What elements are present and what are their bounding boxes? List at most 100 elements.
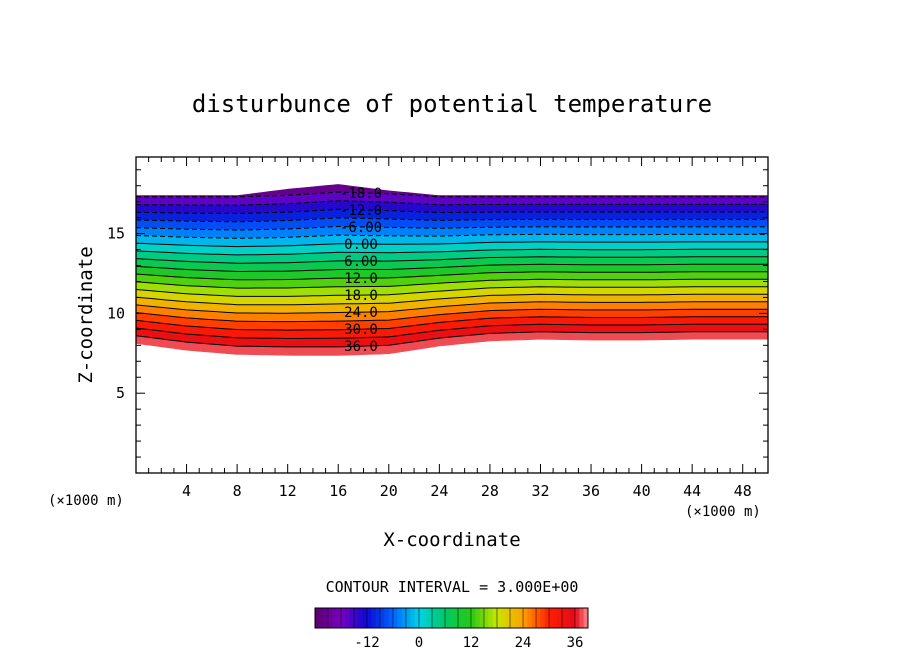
colorbar-cell xyxy=(367,608,372,628)
colorbar-cell xyxy=(449,608,455,628)
colorbar-cell xyxy=(549,608,554,628)
colorbar-cell xyxy=(536,608,541,628)
contour-lines xyxy=(136,191,768,348)
colorbar-cell xyxy=(479,608,485,628)
colorbar-cell xyxy=(341,608,346,628)
colorbar-cell xyxy=(423,608,429,628)
colorbar-tick-label: 36 xyxy=(567,635,584,651)
colorbar-cell xyxy=(471,608,476,628)
colorbar-cell xyxy=(410,608,416,628)
colorbar-cell xyxy=(436,608,442,628)
colorbar-cell xyxy=(570,608,576,628)
y-tick-label: 15 xyxy=(107,225,125,243)
contour-label: -18.0 xyxy=(340,186,382,202)
x-axis-label: X-coordinate xyxy=(383,529,520,551)
colorbar-cell xyxy=(518,608,524,628)
contour-label: -12.0 xyxy=(340,203,382,219)
colorbar-cell xyxy=(354,608,359,628)
x-tick-label: 44 xyxy=(683,482,701,500)
colorbar-cell xyxy=(401,608,407,628)
x-tick-label: 12 xyxy=(279,482,297,500)
colorbar-cell xyxy=(557,608,563,628)
colorbar-cell xyxy=(328,608,333,628)
contour-band-top xyxy=(136,184,768,197)
x-tick-label: 32 xyxy=(531,482,549,500)
colorbar-cell xyxy=(527,608,533,628)
contour-line xyxy=(136,241,768,248)
x-tick-label: 28 xyxy=(481,482,499,500)
contour-line xyxy=(136,217,768,223)
contour-label: 0.00 xyxy=(344,237,378,253)
colorbar-cell xyxy=(562,608,567,628)
colorbar-cell xyxy=(540,608,546,628)
x-tick-label: 16 xyxy=(329,482,347,500)
colorbar-cell xyxy=(466,608,472,628)
contour-line xyxy=(136,316,768,331)
colorbar-cell xyxy=(393,608,398,628)
contour-line xyxy=(136,301,768,314)
x-tick-label: 48 xyxy=(734,482,752,500)
contour-line xyxy=(136,271,768,281)
colorbar-cell xyxy=(505,608,511,628)
colorbar-tick-label: 12 xyxy=(463,635,480,651)
contour-line xyxy=(136,225,768,231)
colorbar-cell xyxy=(388,608,394,628)
contour-label: -6.00 xyxy=(340,220,382,236)
colorbar-cell xyxy=(349,608,355,628)
contour-label: 24.0 xyxy=(344,305,378,321)
colorbar-cell xyxy=(492,608,498,628)
y-tick-label: 10 xyxy=(107,304,125,322)
x-tick-label: 4 xyxy=(182,482,191,500)
colorbar-cell xyxy=(323,608,329,628)
contour-label: 18.0 xyxy=(344,288,378,304)
colorbar-cell xyxy=(523,608,528,628)
contour-line xyxy=(136,331,768,348)
x-tick-label: 8 xyxy=(233,482,242,500)
contour-label: 12.0 xyxy=(344,271,378,287)
colorbar-cell xyxy=(544,608,550,628)
colorbar-cell xyxy=(553,608,559,628)
contour-line xyxy=(136,256,768,264)
colorbar-cell xyxy=(315,608,320,628)
colorbar-cell xyxy=(332,608,338,628)
contour-label: 6.00 xyxy=(344,254,378,270)
contour-line xyxy=(136,293,768,306)
colorbar-cell xyxy=(380,608,385,628)
contour-line xyxy=(136,191,768,198)
contour-label: 36.0 xyxy=(344,339,378,355)
colorbar-cell xyxy=(458,608,463,628)
colorbar-cell xyxy=(362,608,368,628)
colorbar-frame xyxy=(314,607,589,629)
colorbar-cell xyxy=(384,608,390,628)
contour-line xyxy=(136,248,768,256)
colorbar-tick-label: -12 xyxy=(354,635,379,651)
contour-line xyxy=(136,308,768,323)
colorbar-cell xyxy=(484,608,489,628)
colorbar-cell xyxy=(583,608,589,628)
colorbar-cell xyxy=(514,608,520,628)
colorbar-cell xyxy=(419,608,424,628)
colorbar-cell xyxy=(432,608,437,628)
colorbar-cell xyxy=(336,608,342,628)
colorbar-cell xyxy=(453,608,459,628)
contour-line xyxy=(136,208,768,215)
colorbar-cell xyxy=(440,608,446,628)
colorbar-cell xyxy=(566,608,572,628)
contour-line xyxy=(136,200,768,206)
contour-line xyxy=(136,278,768,289)
colorbar-cell xyxy=(345,608,351,628)
colorbar-cell xyxy=(475,608,481,628)
x-tick-label: 36 xyxy=(582,482,600,500)
colorbar-cell xyxy=(319,608,325,628)
colorbar-cell xyxy=(501,608,507,628)
colorbar-tick-label: 24 xyxy=(515,635,532,651)
contour-labels: -18.0-12.0-6.000.006.0012.018.024.030.03… xyxy=(340,186,382,355)
colorbar-cell xyxy=(575,608,580,628)
contour-line xyxy=(136,263,768,272)
contour-line xyxy=(136,323,768,339)
colorbar-cell xyxy=(579,608,585,628)
colorbar-cell xyxy=(371,608,377,628)
colorbar-cell xyxy=(397,608,403,628)
contour-band xyxy=(136,191,768,206)
